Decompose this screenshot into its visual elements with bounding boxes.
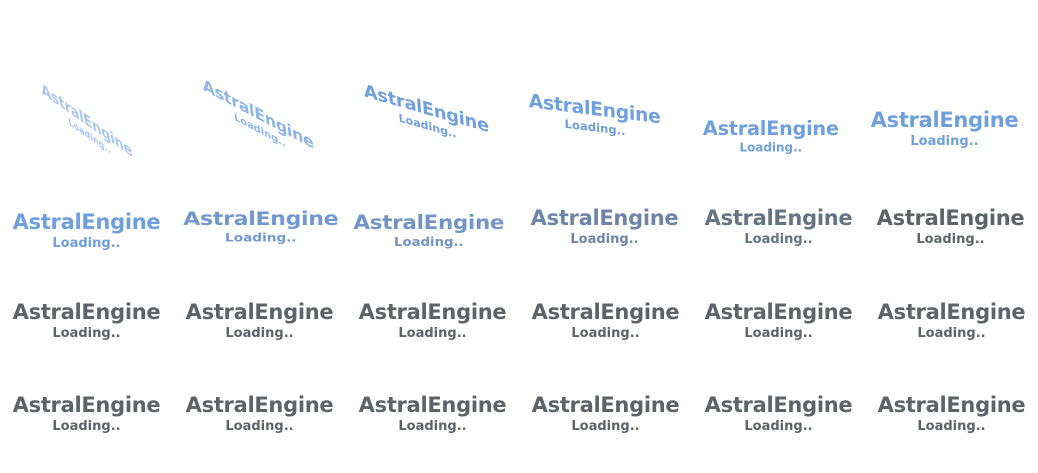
splash-frame: AstralEngine Loading.. <box>692 393 865 473</box>
loading-text: Loading.. <box>225 326 294 341</box>
splash-title: AstralEngine <box>531 300 680 324</box>
splash-logo: AstralEngine Loading.. <box>878 393 1026 435</box>
splash-logo: AstralEngine Loading.. <box>359 300 507 342</box>
loading-text: Loading.. <box>910 134 979 149</box>
splash-title: AstralEngine <box>704 206 853 230</box>
loading-text: Loading.. <box>398 326 467 341</box>
splash-logo: AstralEngine Loading.. <box>878 300 1026 342</box>
splash-frame: AstralEngine Loading.. <box>508 90 681 176</box>
loading-text: Loading.. <box>225 419 294 434</box>
splash-frame: AstralEngine Loading.. <box>865 393 1038 473</box>
splash-logo: AstralEngine Loading.. <box>186 300 334 342</box>
loading-text: Loading.. <box>917 419 986 434</box>
splash-frame: AstralEngine Loading.. <box>684 116 857 196</box>
loading-text: Loading.. <box>916 232 985 247</box>
splash-frame: AstralEngine Loading.. <box>6 79 179 180</box>
splash-logo: AstralEngine Loading.. <box>353 211 504 251</box>
splash-logo: AstralEngine Loading.. <box>877 206 1025 248</box>
splash-frame: AstralEngine Loading.. <box>864 206 1037 286</box>
splash-frame: AstralEngine Loading.. <box>518 206 691 286</box>
loading-text: Loading.. <box>744 419 813 434</box>
splash-title: AstralEngine <box>185 300 334 324</box>
splash-logo: AstralEngine Loading.. <box>705 206 853 248</box>
splash-title: AstralEngine <box>877 300 1026 324</box>
splash-title: AstralEngine <box>358 393 507 417</box>
splash-frame: AstralEngine Loading.. <box>0 300 173 380</box>
splash-frame: AstralEngine Loading.. <box>519 300 692 380</box>
splash-frame: AstralEngine Loading.. <box>692 300 865 380</box>
splash-title: AstralEngine <box>185 393 334 417</box>
splash-logo: AstralEngine Loading.. <box>532 393 680 435</box>
splash-frame: AstralEngine Loading.. <box>519 393 692 473</box>
loading-text: Loading.. <box>224 231 297 246</box>
loading-text: Loading.. <box>917 326 986 341</box>
splash-frame: AstralEngine Loading.. <box>346 300 519 380</box>
loading-text: Loading.. <box>744 326 813 341</box>
splash-title: AstralEngine <box>876 206 1025 230</box>
splash-logo: AstralEngine Loading.. <box>528 90 661 144</box>
splash-logo: AstralEngine Loading.. <box>13 300 161 342</box>
splash-title: AstralEngine <box>12 210 161 234</box>
splash-title: AstralEngine <box>182 208 339 230</box>
splash-title: AstralEngine <box>353 211 504 234</box>
splash-frame: AstralEngine Loading.. <box>858 108 1031 188</box>
loading-text: Loading.. <box>570 232 639 247</box>
splash-logo: AstralEngine Loading.. <box>871 108 1019 150</box>
splash-title: AstralEngine <box>39 79 134 162</box>
splash-title: AstralEngine <box>531 393 680 417</box>
loading-text: Loading.. <box>398 419 467 434</box>
splash-frame: AstralEngine Loading.. <box>0 210 173 290</box>
splash-title: AstralEngine <box>704 393 853 417</box>
splash-frame: AstralEngine Loading.. <box>865 300 1038 380</box>
splash-logo: AstralEngine Loading.. <box>531 206 679 248</box>
splash-frame: AstralEngine Loading.. <box>174 75 347 176</box>
splash-title: AstralEngine <box>12 300 161 324</box>
splash-logo: AstralEngine Loading.. <box>705 300 853 342</box>
splash-logo: AstralEngine Loading.. <box>532 300 680 342</box>
splash-title: AstralEngine <box>877 393 1026 417</box>
splash-logo: AstralEngine Loading.. <box>183 208 338 246</box>
splash-logo: AstralEngine Loading.. <box>705 393 853 435</box>
splash-logo: AstralEngine Loading.. <box>363 80 490 151</box>
splash-logo: AstralEngine Loading.. <box>703 118 839 157</box>
loading-text: Loading.. <box>571 419 640 434</box>
loading-text: Loading.. <box>393 235 464 250</box>
loading-text: Loading.. <box>739 141 802 156</box>
splash-title: AstralEngine <box>704 300 853 324</box>
splash-logo: AstralEngine Loading.. <box>186 393 334 435</box>
splash-frame: AstralEngine Loading.. <box>346 393 519 473</box>
loading-text: Loading.. <box>52 419 121 434</box>
splash-frame: AstralEngine Loading.. <box>342 210 515 290</box>
splash-title: AstralEngine <box>358 300 507 324</box>
splash-title: AstralEngine <box>12 393 161 417</box>
splash-logo: AstralEngine Loading.. <box>39 79 135 175</box>
splash-frame: AstralEngine Loading.. <box>692 206 865 286</box>
splash-frame: AstralEngine Loading.. <box>173 393 346 473</box>
splash-logo: AstralEngine Loading.. <box>359 393 507 435</box>
splash-frame: AstralEngine Loading.. <box>340 80 513 175</box>
splash-frame: AstralEngine Loading.. <box>174 206 347 286</box>
splash-logo: AstralEngine Loading.. <box>13 210 161 252</box>
splash-logo: AstralEngine Loading.. <box>13 393 161 435</box>
loading-text: Loading.. <box>744 232 813 247</box>
splash-title: AstralEngine <box>702 117 839 140</box>
splash-frame: AstralEngine Loading.. <box>173 300 346 380</box>
splash-frame: AstralEngine Loading.. <box>0 393 173 473</box>
splash-title: AstralEngine <box>870 108 1019 132</box>
splash-title: AstralEngine <box>530 206 679 230</box>
loading-text: Loading.. <box>52 326 121 341</box>
loading-text: Loading.. <box>571 326 640 341</box>
loading-text: Loading.. <box>52 236 121 251</box>
splash-logo: AstralEngine Loading.. <box>201 75 315 167</box>
